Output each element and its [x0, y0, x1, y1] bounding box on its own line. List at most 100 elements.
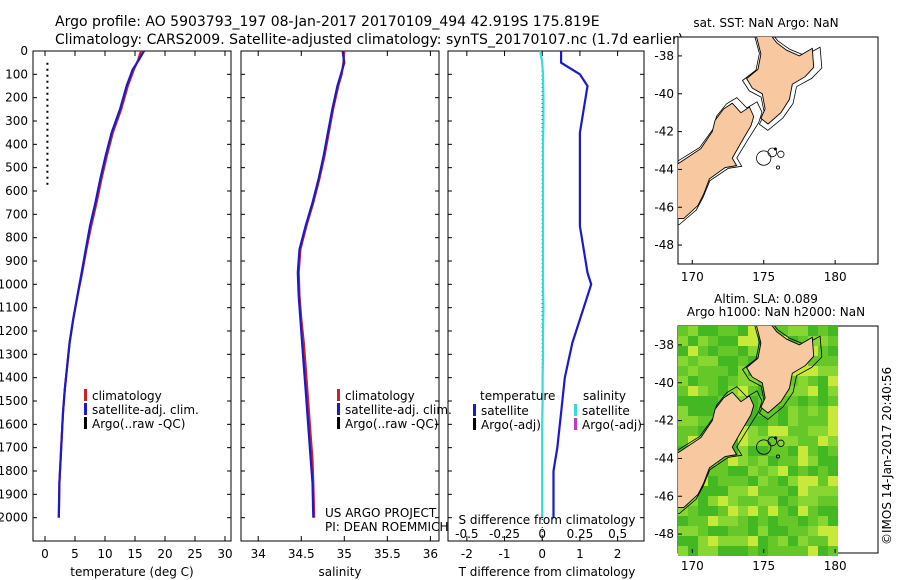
sla-cell: [808, 486, 818, 496]
sla-cell: [798, 546, 808, 556]
sla-cell: [758, 386, 768, 396]
sla-cell: [708, 346, 718, 356]
sla-cell: [768, 486, 778, 496]
sla-cell: [768, 546, 778, 556]
sla-cell: [718, 336, 728, 346]
sla-cell: [688, 386, 698, 396]
sla-cell: [738, 336, 748, 346]
sla-cell: [768, 536, 778, 546]
figure-title-line1: Argo profile: AO 5903793_197 08-Jan-2017…: [55, 14, 600, 30]
sla-cell: [808, 496, 818, 506]
sla-cell: [738, 356, 748, 366]
sla-cell: [688, 326, 698, 336]
sla-map-title-line2: Argo h1000: NaN h2000: NaN: [687, 305, 865, 319]
sla-cell: [728, 386, 738, 396]
sla-cell: [768, 496, 778, 506]
contour-ring: [777, 150, 785, 158]
depth-tick-label: 200: [5, 91, 28, 105]
sla-cell: [698, 386, 708, 396]
sla-cell: [788, 396, 798, 406]
map-y-tick-label: -48: [654, 238, 674, 252]
legend-swatch: [473, 404, 476, 416]
sla-cell: [808, 476, 818, 486]
depth-tick-label: 900: [5, 254, 28, 268]
map-y-tick-label: -42: [654, 125, 674, 139]
sla-cell: [758, 426, 768, 436]
sla-cell: [718, 366, 728, 376]
x-tick-label: 0: [41, 547, 49, 561]
x-tick-label: 10: [97, 547, 112, 561]
sla-cell: [818, 396, 828, 406]
sla-cell: [788, 426, 798, 436]
sla-cell: [828, 466, 838, 476]
depth-tick-label: 1600: [0, 417, 28, 431]
legend-swatch: [337, 403, 340, 415]
map-y-tick-label: -44: [654, 162, 674, 176]
temperature-axes-frame: [32, 50, 232, 542]
map-x-tick-label: 175: [752, 559, 775, 573]
sla-cell: [688, 346, 698, 356]
sla-cell: [708, 496, 718, 506]
sla-cell: [778, 526, 788, 536]
north-island: [746, 326, 815, 414]
map-x-tick-label: 180: [824, 559, 847, 573]
sla-cell: [828, 476, 838, 486]
sla-cell: [748, 546, 758, 556]
sla-cell: [818, 356, 828, 366]
sla-cell: [768, 436, 778, 446]
sla-cell: [808, 386, 818, 396]
sla-cell: [818, 346, 828, 356]
sla-cell: [738, 516, 748, 526]
sla-cell: [808, 456, 818, 466]
sla-cell: [818, 366, 828, 376]
depth-tick-label: 700: [5, 207, 28, 221]
sla-cell: [698, 366, 708, 376]
contour-ring: [776, 165, 781, 170]
salinity-panel: 34 34.5 35 35.5 36 salinity climatologysatel…: [240, 50, 452, 579]
sla-cell: [778, 546, 788, 556]
series-satellite-adj-clim-: [296, 50, 346, 518]
sla-cell: [708, 336, 718, 346]
sla-cell: [778, 506, 788, 516]
sla-cell: [828, 426, 838, 436]
sla-cell: [688, 356, 698, 366]
sla-cell: [768, 446, 778, 456]
x-tick-label: -1: [499, 547, 511, 561]
depth-tick-label: 800: [5, 231, 28, 245]
sla-cell: [698, 526, 708, 536]
map-y-tick-label: -46: [654, 200, 674, 214]
sla-cell: [698, 536, 708, 546]
sla-cell: [828, 376, 838, 386]
sla-cell: [808, 536, 818, 546]
sla-cell: [738, 466, 748, 476]
sla-cell: [788, 376, 798, 386]
sla-cell: [678, 396, 688, 406]
depth-tick-label: 1000: [0, 277, 28, 291]
map-y-tick-label: -46: [654, 489, 674, 503]
sla-map-panel: Altim. SLA: 0.089 Argo h1000: NaN h2000:…: [654, 292, 879, 573]
x-tick-label: 1: [576, 547, 584, 561]
sla-cell: [808, 326, 818, 336]
sla-cell: [728, 486, 738, 496]
map-x-tick-label: 170: [681, 270, 704, 284]
sla-cell: [758, 506, 768, 516]
sst-map-title: sat. SST: NaN Argo: NaN: [693, 16, 838, 30]
sla-cell: [698, 376, 708, 386]
sla-cell: [748, 436, 758, 446]
sla-cell: [708, 356, 718, 366]
sla-cell: [808, 376, 818, 386]
sla-cell: [708, 516, 718, 526]
sla-cell: [738, 496, 748, 506]
sla-cell: [808, 506, 818, 516]
sla-cell: [688, 536, 698, 546]
temperature-series: [46, 50, 145, 518]
sla-cell: [748, 516, 758, 526]
sla-cell: [778, 446, 788, 456]
sla-cell: [738, 536, 748, 546]
sla-cell: [688, 546, 698, 556]
isobath-contour: [678, 386, 763, 514]
sla-cell: [748, 386, 758, 396]
sla-cell: [788, 446, 798, 456]
sla-cell: [718, 506, 728, 516]
difference-axes-frame: [447, 50, 645, 542]
